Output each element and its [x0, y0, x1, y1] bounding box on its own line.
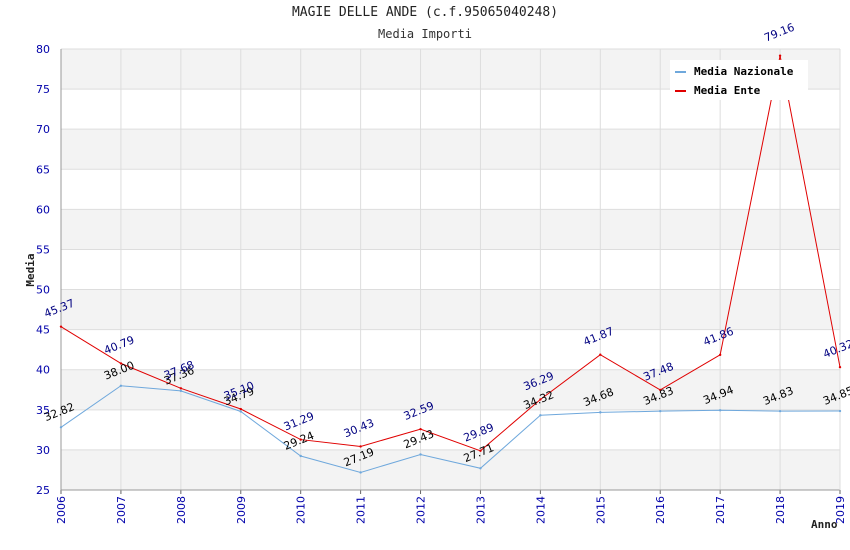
grid-band — [61, 209, 840, 250]
x-tick-label: 2007 — [115, 496, 128, 524]
x-tick-label: 2011 — [355, 496, 368, 524]
data-point-media-nazionale — [299, 454, 302, 458]
y-tick-label: 70 — [36, 123, 50, 136]
series-line-media-nazionale — [60, 385, 841, 473]
x-tick-label: 2012 — [415, 496, 428, 524]
y-tick-label: 35 — [36, 404, 50, 417]
data-point-media-ente — [419, 427, 422, 431]
data-label-media-ente: 40.32 — [821, 337, 850, 361]
y-tick-label: 30 — [36, 444, 50, 457]
data-point-media-ente — [718, 353, 722, 357]
y-tick-label: 40 — [36, 364, 50, 377]
data-label-media-ente: 30.43 — [342, 416, 376, 440]
data-point-media-nazionale — [59, 426, 63, 429]
data-point-media-ente — [599, 353, 602, 356]
series-line-media-ente — [60, 55, 841, 452]
grid-band — [61, 289, 840, 330]
y-tick-label: 75 — [36, 83, 50, 96]
data-point-media-ente — [659, 388, 662, 392]
y-tick-label: 45 — [36, 324, 50, 337]
y-axis-title: Media — [24, 253, 37, 286]
grid-band — [61, 369, 840, 410]
x-tick-label: 2009 — [235, 496, 248, 524]
data-point-media-ente — [778, 54, 782, 57]
chart-title: MAGIE DELLE ANDE (c.f.95065040248) — [291, 5, 559, 20]
x-tick-label: 2006 — [55, 496, 68, 524]
x-tick-label: 2013 — [474, 496, 487, 524]
legend-item-media-nazionale: Media Nazionale — [694, 65, 794, 78]
legend: Media Nazionale Media Ente — [670, 60, 808, 100]
x-tick-label: 2018 — [774, 496, 787, 524]
x-axis-title: Anno — [811, 518, 838, 531]
data-point-media-nazionale — [539, 414, 542, 417]
y-tick-label: 65 — [36, 163, 50, 176]
x-tick-label: 2017 — [714, 496, 727, 524]
data-point-media-ente — [59, 325, 63, 328]
data-point-media-nazionale — [838, 409, 842, 413]
data-point-media-ente — [838, 365, 842, 369]
data-point-media-ente — [539, 398, 542, 401]
data-point-media-ente — [359, 445, 362, 448]
data-point-media-nazionale — [599, 411, 602, 414]
y-tick-label: 80 — [36, 43, 50, 56]
data-point-media-nazionale — [659, 409, 662, 413]
data-point-media-nazionale — [239, 410, 242, 413]
data-point-media-ente — [299, 438, 302, 441]
data-point-media-ente — [239, 407, 242, 411]
data-point-media-ente — [119, 362, 123, 365]
y-tick-label: 50 — [36, 284, 50, 297]
y-tick-label: 55 — [36, 243, 50, 256]
x-tick-label: 2016 — [654, 496, 667, 524]
x-tick-label: 2008 — [175, 496, 188, 524]
data-point-media-nazionale — [479, 467, 482, 470]
grid-band — [61, 449, 840, 490]
chart-subtitle: Media Importi — [378, 27, 472, 41]
data-label-media-ente: 79.16 — [762, 21, 796, 45]
x-tick-label: 2014 — [534, 496, 547, 524]
data-point-media-nazionale — [778, 409, 782, 413]
legend-box — [670, 60, 808, 100]
y-tick-label: 25 — [36, 484, 50, 497]
data-point-media-ente — [479, 449, 482, 452]
data-point-media-nazionale — [119, 384, 123, 387]
data-point-media-nazionale — [359, 471, 362, 474]
grid-band — [61, 129, 840, 170]
x-tick-label: 2015 — [594, 496, 607, 524]
legend-item-media-ente: Media Ente — [694, 84, 761, 97]
x-tick-label: 2010 — [295, 496, 308, 524]
data-point-media-nazionale — [179, 389, 183, 393]
data-point-media-nazionale — [419, 453, 422, 456]
data-label-media-ente: 40.79 — [102, 333, 136, 357]
y-tick-label: 60 — [36, 203, 50, 216]
data-point-media-nazionale — [718, 409, 722, 412]
data-point-media-ente — [179, 387, 183, 390]
x-tick-label: 2019 — [834, 496, 847, 524]
data-label-media-nazionale: 29.43 — [402, 427, 436, 451]
